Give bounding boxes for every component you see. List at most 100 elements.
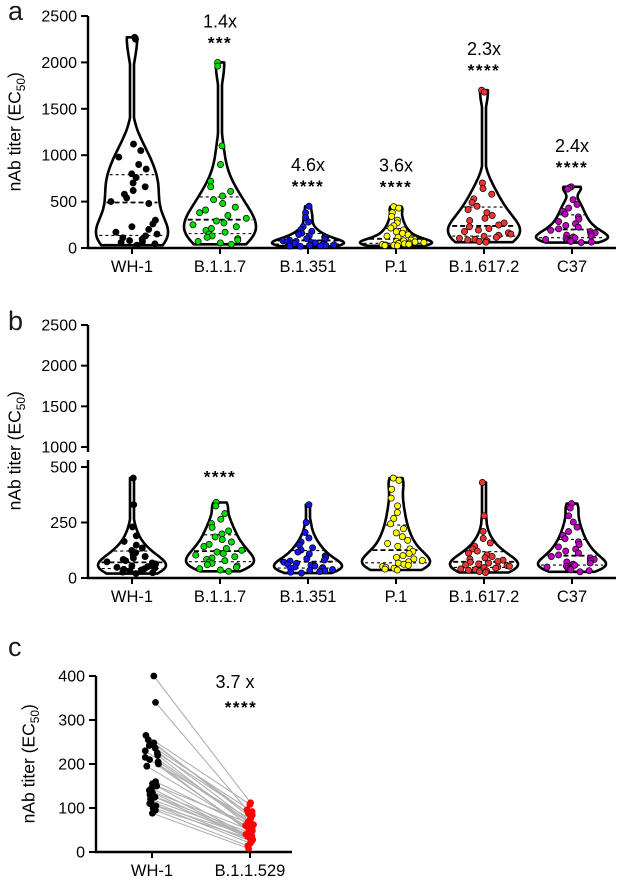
data-point xyxy=(214,62,222,70)
data-point xyxy=(141,747,149,755)
data-point xyxy=(151,240,159,248)
y-axis-label-subscript: 50 xyxy=(27,709,42,724)
data-point xyxy=(457,565,465,573)
data-point xyxy=(464,206,472,213)
data-point xyxy=(465,223,473,231)
data-point xyxy=(130,140,137,148)
data-point xyxy=(218,536,226,544)
data-point xyxy=(212,502,220,510)
data-point xyxy=(213,548,221,556)
data-point xyxy=(492,564,500,572)
pair-connector-line xyxy=(152,807,251,840)
pair-connector-line xyxy=(149,803,253,837)
violin-outline xyxy=(184,501,256,573)
data-point xyxy=(575,215,583,223)
data-point xyxy=(141,183,149,191)
data-point xyxy=(411,238,419,246)
y-axis-label-panel-c: nAb titer (EC50) xyxy=(18,654,42,874)
pair-connector-line xyxy=(153,742,252,819)
data-point xyxy=(210,196,218,204)
significance-stars: *** xyxy=(208,33,232,52)
data-point xyxy=(393,242,401,250)
data-point xyxy=(507,230,515,238)
pair-connector-line xyxy=(158,763,251,833)
significance-stars: **** xyxy=(468,61,500,80)
pair-connector-line xyxy=(157,754,252,828)
data-point xyxy=(567,566,575,574)
data-point xyxy=(149,220,157,228)
category-label: WH-1 xyxy=(111,258,153,276)
category-label: B.1.1.7 xyxy=(194,258,246,276)
data-point xyxy=(247,820,255,828)
data-point xyxy=(404,536,412,544)
data-point xyxy=(203,233,211,241)
y-axis-label-panel-b: nAb titer (EC50) xyxy=(4,341,28,561)
pair-connector-line xyxy=(154,747,253,812)
data-point xyxy=(404,561,412,569)
data-point xyxy=(542,236,550,243)
data-point xyxy=(329,566,336,574)
data-point xyxy=(238,546,246,554)
pair-connector-line xyxy=(153,675,251,804)
data-point xyxy=(129,523,136,531)
data-point xyxy=(555,225,563,233)
data-point xyxy=(395,204,403,212)
data-point xyxy=(394,542,402,550)
data-point xyxy=(103,558,111,566)
fold-change-label: 2.3x xyxy=(467,39,501,59)
data-point xyxy=(144,736,152,744)
data-point xyxy=(480,512,488,520)
data-point xyxy=(129,474,137,482)
data-point xyxy=(565,528,573,536)
data-point xyxy=(465,566,472,574)
data-point xyxy=(473,547,481,555)
y-tick-label: 0 xyxy=(68,571,77,588)
data-point xyxy=(492,233,500,241)
data-point xyxy=(488,190,496,198)
data-point xyxy=(577,239,585,247)
data-point xyxy=(132,35,139,43)
pair-connector-line xyxy=(149,794,250,834)
data-point xyxy=(224,212,232,219)
y-tick-label: 500 xyxy=(50,194,77,211)
data-point xyxy=(208,523,216,531)
data-point xyxy=(145,200,153,207)
violin-outline xyxy=(360,476,432,572)
data-point xyxy=(475,568,483,576)
data-point xyxy=(245,845,253,852)
data-point xyxy=(221,228,229,236)
data-point xyxy=(485,225,493,232)
y-axis-label-panel-a: nAb titer (EC50) xyxy=(4,22,28,242)
data-point xyxy=(126,237,134,245)
data-point xyxy=(220,219,228,227)
data-point xyxy=(455,234,463,242)
category-label: C37 xyxy=(557,588,587,606)
data-point xyxy=(138,544,146,552)
data-point xyxy=(126,567,134,575)
data-point xyxy=(565,512,573,520)
fold-change-label: 3.7 x xyxy=(215,672,254,692)
data-point xyxy=(393,509,401,516)
data-point xyxy=(129,187,137,194)
data-point xyxy=(222,545,230,552)
y-axis-label-close: ) xyxy=(18,704,39,710)
data-point xyxy=(586,559,594,567)
y-tick-label: 2000 xyxy=(41,55,77,72)
data-point xyxy=(219,550,227,558)
data-point xyxy=(221,510,229,518)
pair-connector-line xyxy=(150,798,250,835)
data-point xyxy=(561,535,569,543)
data-point xyxy=(384,539,392,547)
data-point xyxy=(189,221,197,229)
category-label: B.1.1.529 xyxy=(215,862,286,880)
data-point xyxy=(287,568,295,576)
violin-outline xyxy=(536,502,608,574)
data-point xyxy=(132,174,140,181)
data-point xyxy=(200,543,208,550)
data-point xyxy=(212,217,220,225)
data-point xyxy=(547,553,555,560)
y-axis-label-subscript: 50 xyxy=(13,77,28,92)
data-point xyxy=(479,535,487,542)
